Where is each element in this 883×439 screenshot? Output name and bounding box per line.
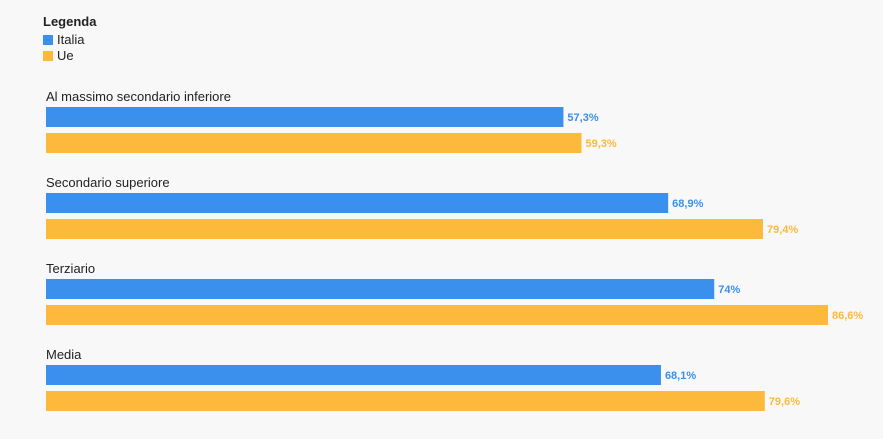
legend-title: Legenda [43, 14, 97, 29]
bar-ue [46, 391, 765, 411]
data-label: 68,9% [672, 198, 703, 210]
legend: Legenda Italia Ue [43, 14, 96, 64]
category-label: Al massimo secondario inferiore [46, 89, 231, 104]
legend-swatch-italia [43, 35, 53, 45]
legend-label-italia: Italia [57, 32, 85, 47]
data-label: 59,3% [585, 138, 616, 150]
data-label: 79,6% [769, 396, 800, 408]
legend-swatch-ue [43, 51, 53, 61]
bar-ue [46, 133, 582, 153]
data-label: 57,3% [567, 112, 598, 124]
legend-item-ue: Ue [43, 48, 96, 64]
bar-ue [46, 219, 763, 239]
bar-italia [46, 193, 669, 213]
data-label: 86,6% [832, 310, 863, 322]
category-label: Media [46, 347, 82, 362]
bar-italia [46, 365, 661, 385]
bar-ue [46, 305, 828, 325]
category-label: Secondario superiore [46, 175, 170, 190]
data-label: 68,1% [665, 370, 696, 382]
data-label: 74% [718, 284, 740, 296]
legend-item-italia: Italia [43, 32, 96, 48]
bar-italia [46, 107, 564, 127]
bar-italia [46, 279, 715, 299]
legend-label-ue: Ue [57, 48, 74, 63]
data-label: 79,4% [767, 224, 798, 236]
category-label: Terziario [46, 261, 95, 276]
